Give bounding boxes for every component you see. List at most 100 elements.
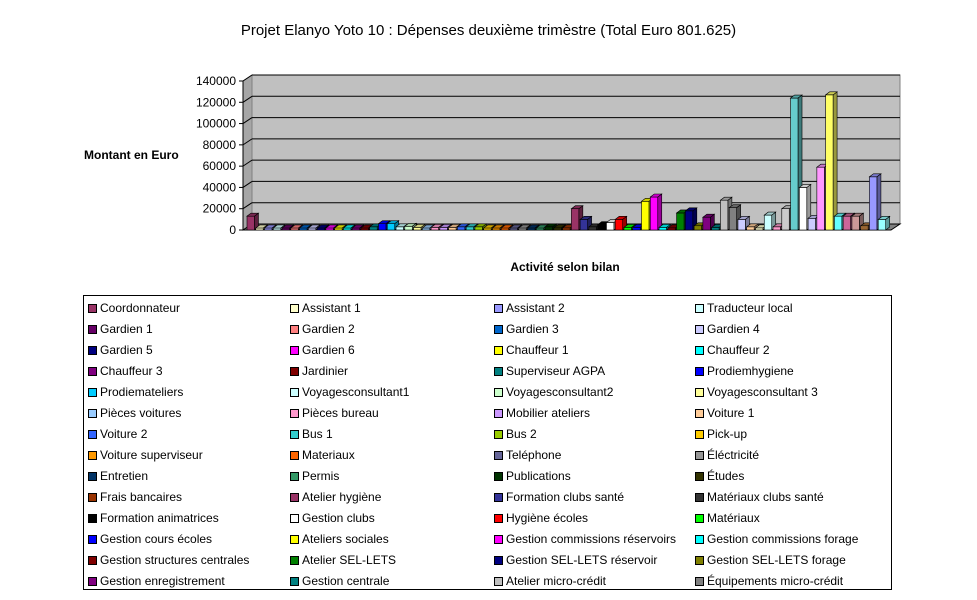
legend-swatch bbox=[695, 430, 704, 439]
legend-label: Gestion commissions forage bbox=[707, 532, 859, 546]
bar-top bbox=[728, 204, 742, 208]
bar bbox=[439, 227, 448, 231]
legend-label: Gestion SEL-LETS réservoir bbox=[506, 553, 658, 567]
bar bbox=[246, 215, 255, 231]
gridline-side bbox=[242, 159, 253, 167]
bar-top bbox=[649, 193, 663, 198]
legend-swatch bbox=[695, 577, 704, 586]
bar-top bbox=[570, 205, 584, 210]
bar-top bbox=[658, 224, 672, 228]
legend-swatch bbox=[290, 430, 299, 439]
bar-top bbox=[281, 224, 295, 229]
bar-top bbox=[701, 213, 716, 218]
bar-top bbox=[851, 212, 865, 217]
legend-label: Chauffeur 1 bbox=[506, 343, 569, 357]
y-axis-label: Montant en Euro bbox=[84, 148, 179, 162]
legend-label: Matériaux clubs santé bbox=[707, 490, 824, 504]
bar bbox=[834, 215, 843, 231]
legend-label: Éléctricité bbox=[707, 448, 760, 462]
legend-label: Gardien 2 bbox=[302, 322, 355, 336]
legend-swatch bbox=[494, 430, 503, 439]
bar bbox=[667, 227, 676, 231]
x-axis-label: Activité selon bilan bbox=[510, 260, 620, 274]
bar bbox=[781, 208, 790, 231]
legend-label: Équipements micro-crédit bbox=[707, 574, 844, 588]
bar-top bbox=[465, 223, 479, 228]
legend-label: Gestion enregistrement bbox=[100, 574, 225, 588]
bar-side bbox=[657, 193, 663, 231]
bar-top bbox=[552, 224, 567, 229]
legend-swatch bbox=[494, 304, 503, 313]
legend-label: Gardien 4 bbox=[707, 322, 760, 336]
legend-label: Permis bbox=[302, 469, 340, 483]
bar-top bbox=[877, 216, 891, 220]
bar bbox=[597, 224, 606, 231]
y-tick-label: 80000 bbox=[203, 138, 237, 152]
y-tick-label: 140000 bbox=[196, 74, 236, 88]
bar bbox=[702, 216, 711, 231]
bar-top bbox=[737, 216, 751, 220]
legend-label: Gestion centrale bbox=[302, 574, 390, 588]
legend-label: Bus 2 bbox=[506, 427, 537, 441]
bar bbox=[641, 200, 650, 231]
legend-label: Teléphone bbox=[506, 448, 562, 462]
bar bbox=[378, 223, 387, 231]
legend-label: Pièces bureau bbox=[302, 406, 379, 420]
legend-swatch bbox=[494, 346, 503, 355]
bar bbox=[413, 227, 422, 231]
bar bbox=[369, 226, 378, 231]
bar-top bbox=[868, 173, 882, 178]
legend-label: Atelier SEL-LETS bbox=[302, 553, 397, 567]
bar-top bbox=[763, 211, 777, 216]
legend-swatch bbox=[695, 346, 704, 355]
legend-label: Gestion structures centrales bbox=[100, 553, 250, 567]
legend-swatch bbox=[695, 535, 704, 544]
legend-swatch bbox=[88, 409, 97, 418]
bar-top bbox=[719, 196, 733, 201]
bar bbox=[746, 226, 755, 231]
legend-swatch bbox=[290, 514, 299, 523]
legend-swatch bbox=[494, 451, 503, 460]
bar bbox=[790, 97, 799, 231]
bar bbox=[562, 227, 571, 231]
bar bbox=[842, 215, 851, 231]
bar-top bbox=[526, 224, 540, 229]
bar-top bbox=[298, 224, 312, 229]
bar bbox=[728, 207, 737, 231]
legend-label: Publications bbox=[506, 469, 571, 483]
legend-label: Gestion commissions réservoirs bbox=[506, 532, 677, 546]
bar-top bbox=[491, 224, 505, 229]
gridline-side bbox=[242, 95, 253, 103]
legend-label: Assistant 2 bbox=[506, 301, 565, 315]
bar-top bbox=[579, 216, 593, 220]
y-tick-label: 20000 bbox=[203, 202, 237, 216]
bar bbox=[755, 227, 764, 231]
y-tick-label: 40000 bbox=[203, 180, 237, 194]
legend-swatch bbox=[290, 325, 299, 334]
bar bbox=[544, 226, 553, 231]
bar-top bbox=[333, 224, 348, 229]
legend-swatch bbox=[290, 451, 299, 460]
bar bbox=[448, 227, 457, 231]
legend-swatch bbox=[88, 304, 97, 313]
legend-label: Voiture 2 bbox=[100, 427, 148, 441]
bar-top bbox=[474, 223, 488, 228]
bar bbox=[614, 219, 623, 231]
legend-label: Gardien 6 bbox=[302, 343, 355, 357]
legend-swatch bbox=[88, 535, 97, 544]
y-tick-label: 120000 bbox=[196, 95, 236, 109]
legend-label: Bus 1 bbox=[302, 427, 333, 441]
legend-label: Mobilier ateliers bbox=[506, 406, 591, 420]
gridline-side bbox=[242, 74, 253, 82]
legend-swatch bbox=[494, 535, 503, 544]
legend-label: Gardien 1 bbox=[100, 322, 153, 336]
legend-swatch bbox=[695, 367, 704, 376]
legend-label: Prodiemateliers bbox=[100, 385, 184, 399]
legend-swatch bbox=[695, 472, 704, 481]
legend-swatch bbox=[494, 409, 503, 418]
legend-swatch bbox=[88, 325, 97, 334]
gridline-side bbox=[242, 202, 253, 210]
legend-label: Voiture superviseur bbox=[100, 448, 203, 462]
bar bbox=[869, 176, 878, 231]
bar-top bbox=[789, 94, 803, 99]
